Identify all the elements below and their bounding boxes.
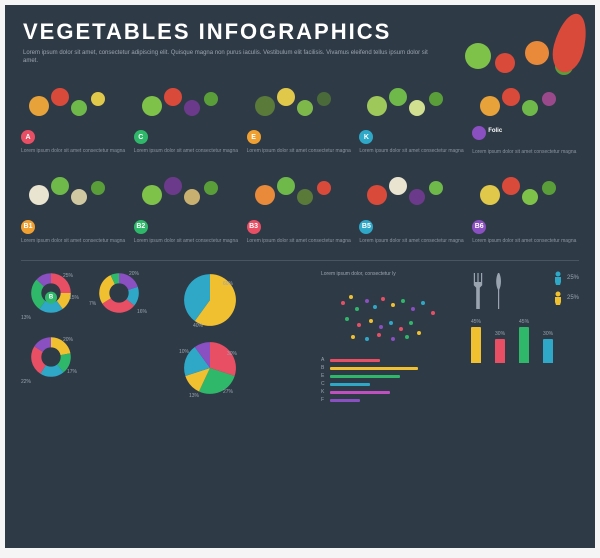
pie-chart: 60%40% xyxy=(183,273,247,337)
vitamin-desc: Lorem ipsum dolor sit amet consectetur m… xyxy=(359,148,466,155)
horizontal-bars: ABECKF xyxy=(321,357,461,403)
vitamin-grid-row-1: A Lorem ipsum dolor sit amet consectetur … xyxy=(5,72,595,162)
vitamin-card: FolicLorem ipsum dolor sit amet consecte… xyxy=(472,78,579,156)
subtitle: Lorem ipsum dolor sit amet, consectetur … xyxy=(23,49,443,66)
vitamin-card: B2 Lorem ipsum dolor sit amet consectetur… xyxy=(134,167,241,244)
vitamin-badge xyxy=(472,126,486,140)
vitamin-card: C Lorem ipsum dolor sit amet consectetur … xyxy=(134,78,241,156)
right-stats: 25%25% 45%30%45%30% xyxy=(471,271,579,407)
bar-row: E xyxy=(321,373,461,379)
vitamin-card: B3 Lorem ipsum dolor sit amet consectetur… xyxy=(247,167,354,244)
vitamin-card: K Lorem ipsum dolor sit amet consectetur … xyxy=(359,78,466,156)
map-column: Lorem ipsum dolor, consectetur ly ABECKF xyxy=(321,271,461,407)
column: 45% xyxy=(471,319,481,363)
person-stat: 25% xyxy=(553,271,579,285)
vitamin-card: B6 Lorem ipsum dolor sit amet consectetur… xyxy=(472,167,579,244)
donut-charts: B25%15%13%20%16%7%22%17%20% xyxy=(21,271,171,407)
column: 45% xyxy=(519,319,529,363)
vitamin-desc: Lorem ipsum dolor sit amet consectetur m… xyxy=(472,238,579,245)
bar-row: C xyxy=(321,381,461,387)
infographic-frame: VEGETABLES INFOGRAPHICS Lorem ipsum dolo… xyxy=(5,5,595,548)
bar-row: K xyxy=(321,389,461,395)
charts-section: B25%15%13%20%16%7%22%17%20% 60%40%30%27%… xyxy=(5,267,595,411)
donut-chart: B25%15%13% xyxy=(21,271,81,329)
vitamin-desc: Lorem ipsum dolor sit amet consectetur m… xyxy=(359,238,466,245)
pie-chart: 30%27%13%10% xyxy=(183,341,247,405)
map-title: Lorem ipsum dolor, consectetur ly xyxy=(321,271,461,277)
person-stats: 25%25% xyxy=(553,271,579,311)
vitamin-badge: B1 xyxy=(21,220,35,234)
vitamin-badge: K xyxy=(359,130,373,144)
vitamin-badge: C xyxy=(134,130,148,144)
utensils-stat: 25%25% xyxy=(471,271,579,311)
vitamin-badge: B2 xyxy=(134,220,148,234)
hero-vegetables xyxy=(455,13,585,83)
column: 30% xyxy=(495,331,505,363)
bar-row: B xyxy=(321,365,461,371)
vitamin-desc: Lorem ipsum dolor sit amet consectetur m… xyxy=(472,149,579,156)
vitamin-desc: Lorem ipsum dolor sit amet consectetur m… xyxy=(21,238,128,245)
world-map xyxy=(321,281,451,351)
vitamin-badge: B3 xyxy=(247,220,261,234)
person-stat: 25% xyxy=(553,291,579,305)
fork-icon xyxy=(471,273,485,309)
header: VEGETABLES INFOGRAPHICS Lorem ipsum dolo… xyxy=(5,5,595,72)
vitamin-badge: B5 xyxy=(359,220,373,234)
donut-chart: 22%17%20% xyxy=(21,335,81,393)
vitamin-card: B1 Lorem ipsum dolor sit amet consectetur… xyxy=(21,167,128,244)
pie-charts: 60%40%30%27%13%10% xyxy=(181,271,311,407)
vitamin-desc: Lorem ipsum dolor sit amet consectetur m… xyxy=(134,238,241,245)
donut-chart: 20%16%7% xyxy=(89,271,149,329)
divider xyxy=(21,260,579,261)
vitamin-badge: A xyxy=(21,130,35,144)
vitamin-card: E Lorem ipsum dolor sit amet consectetur … xyxy=(247,78,354,156)
vitamin-desc: Lorem ipsum dolor sit amet consectetur m… xyxy=(21,148,128,155)
vitamin-badge: B6 xyxy=(472,220,486,234)
vitamin-desc: Lorem ipsum dolor sit amet consectetur m… xyxy=(134,148,241,155)
bar-row: F xyxy=(321,397,461,403)
vitamin-card: B5 Lorem ipsum dolor sit amet consectetur… xyxy=(359,167,466,244)
vitamin-desc: Lorem ipsum dolor sit amet consectetur m… xyxy=(247,148,354,155)
vitamin-grid-row-2: B1 Lorem ipsum dolor sit amet consectetur… xyxy=(5,161,595,250)
vitamin-card: A Lorem ipsum dolor sit amet consectetur … xyxy=(21,78,128,156)
column: 30% xyxy=(543,331,553,363)
bar-row: A xyxy=(321,357,461,363)
column-chart: 45% 30% 45% 30% xyxy=(471,317,579,363)
vitamin-desc: Lorem ipsum dolor sit amet consectetur m… xyxy=(247,238,354,245)
vitamin-badge: E xyxy=(247,130,261,144)
knife-icon xyxy=(491,273,505,309)
